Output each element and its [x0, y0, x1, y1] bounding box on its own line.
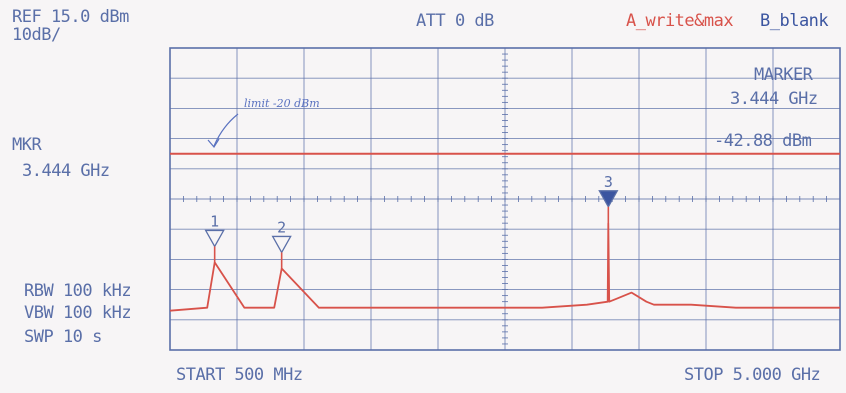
marker-readout-level: -42.88 dBm: [714, 131, 812, 151]
spectrum-trace-group: [169, 222, 840, 312]
marker-1-label: 1: [210, 212, 219, 230]
sweep-time-label: SWP 10 s: [24, 327, 102, 347]
marker-3-symbol: [598, 190, 619, 209]
handwritten-limit-note: limit -20 dBm: [244, 97, 320, 110]
marker-label: MKR: [12, 135, 42, 155]
attenuation-label: ATT 0 dB: [416, 11, 494, 31]
vbw-label: VBW 100 kHz: [24, 303, 132, 323]
rbw-label: RBW 100 kHz: [24, 281, 132, 301]
marker-1-symbol: [204, 229, 225, 248]
spectrum-trace: [169, 222, 840, 312]
marker-frequency: 3.444 GHz: [22, 161, 110, 181]
marker-2-label: 2: [277, 218, 286, 236]
markers-group: 1 2 3: [204, 173, 619, 269]
handwritten-annotation-group: limit -20 dBm: [207, 97, 320, 149]
marker-2-symbol: [271, 235, 292, 254]
trace-a-mode-label: A_write&max: [626, 11, 734, 31]
scale-label: 10dB/: [12, 25, 61, 45]
trace-b-mode-label: B_blank: [760, 11, 829, 31]
marker-readout-title: MARKER: [754, 65, 813, 85]
reference-level-label: REF 15.0 dBm: [12, 7, 129, 27]
start-frequency-label: START 500 MHz: [176, 365, 303, 385]
annotation-arrow: [213, 113, 239, 147]
annotation-arrowhead: [207, 138, 220, 149]
marker-3-label: 3: [604, 173, 613, 191]
graticule-grid: [169, 47, 841, 351]
stop-frequency-label: STOP 5.000 GHz: [684, 365, 821, 385]
marker-readout-frequency: 3.444 GHz: [730, 89, 818, 109]
